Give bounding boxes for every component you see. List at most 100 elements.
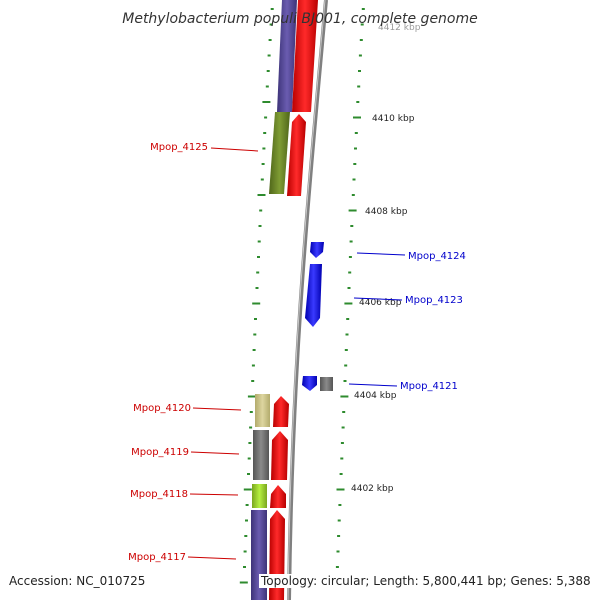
gene-mpop-4121[interactable] <box>320 377 333 391</box>
gene-feature-red-upper[interactable] <box>292 0 318 112</box>
label-leader-line <box>210 147 259 152</box>
gene-label-mpop-4121[interactable]: Mpop_4121 <box>400 381 458 392</box>
gene-feature-purple-upper[interactable] <box>277 0 297 112</box>
gc-mark <box>244 535 248 537</box>
gene-feature-red-4118[interactable] <box>270 485 286 508</box>
gc-mark <box>360 23 364 26</box>
label-leader-line <box>192 407 242 411</box>
gc-mark <box>247 457 251 460</box>
gc-content-track-left <box>239 8 274 584</box>
gc-mark <box>356 101 360 103</box>
gc-mark <box>245 519 248 522</box>
gc-mark <box>257 194 266 196</box>
gc-mark <box>338 504 342 506</box>
map-title: Methylobacterium populi BJ001, complete … <box>122 11 478 27</box>
label-leader-line <box>189 493 239 496</box>
gc-mark <box>344 364 348 367</box>
gc-mark <box>340 457 344 460</box>
gc-mark <box>358 70 361 72</box>
gc-mark <box>336 488 345 491</box>
gc-mark <box>337 535 341 537</box>
gc-mark <box>351 194 355 196</box>
gene-mpop-4125[interactable] <box>269 112 290 194</box>
gc-mark <box>263 132 267 134</box>
gc-mark <box>352 178 356 181</box>
gc-mark <box>357 85 361 88</box>
gc-mark <box>346 318 350 320</box>
gc-mark <box>354 147 357 150</box>
gc-mark <box>253 333 257 336</box>
gc-mark <box>339 473 343 475</box>
gc-mark <box>258 225 262 227</box>
gc-mark <box>247 395 256 398</box>
gene-feature-red-4119[interactable] <box>271 431 288 480</box>
gc-mark <box>270 8 274 10</box>
gene-label-mpop-4120[interactable]: Mpop_4120 <box>133 403 191 414</box>
kbp-tick-label: 4406 kbp <box>359 298 402 308</box>
gc-mark <box>361 8 365 10</box>
gc-mark <box>349 240 353 243</box>
gc-content-track-right <box>335 8 365 584</box>
gene-label-mpop-4119[interactable]: Mpop_4119 <box>131 447 189 458</box>
gene-mpop-4120[interactable] <box>255 394 270 427</box>
gc-mark <box>245 504 249 506</box>
gc-mark <box>345 333 349 336</box>
gc-mark <box>239 581 248 584</box>
gc-mark <box>255 287 259 289</box>
gc-mark <box>348 256 352 258</box>
gc-mark <box>266 70 270 72</box>
gc-mark <box>353 116 361 119</box>
gc-mark <box>264 116 268 119</box>
gene-mpop-4119[interactable] <box>253 430 269 480</box>
gene-mpop-4124[interactable] <box>310 242 324 258</box>
gc-mark <box>251 364 255 367</box>
gene-label-mpop-4117[interactable]: Mpop_4117 <box>128 552 186 563</box>
gc-mark <box>259 209 263 212</box>
gc-mark <box>344 302 353 305</box>
gc-mark <box>344 349 348 351</box>
gc-mark <box>262 101 271 103</box>
gene-label-mpop-4124[interactable]: Mpop_4124 <box>408 251 466 262</box>
genome-backbone <box>287 0 328 600</box>
gc-mark <box>249 411 253 413</box>
gc-mark <box>336 550 340 553</box>
label-leader-line <box>353 297 403 301</box>
gc-mark <box>249 426 253 429</box>
gc-mark <box>343 380 347 382</box>
gc-mark <box>247 473 250 475</box>
gene-feature-red-mid[interactable] <box>287 114 306 196</box>
kbp-tick-label: 4408 kbp <box>365 207 408 217</box>
gc-mark <box>348 271 352 274</box>
gc-mark <box>350 225 354 227</box>
gc-mark <box>341 426 345 429</box>
gene-label-mpop-4123[interactable]: Mpop_4123 <box>405 295 463 306</box>
gene-mpop-4121-blue[interactable] <box>302 376 317 391</box>
gc-mark <box>353 163 357 165</box>
gc-mark <box>340 442 344 444</box>
label-leader-line <box>348 383 398 387</box>
gc-mark <box>347 287 351 289</box>
gc-mark <box>251 380 255 382</box>
gc-mark <box>340 395 349 398</box>
gc-mark <box>256 271 260 274</box>
gc-mark <box>243 566 246 568</box>
gc-mark <box>257 240 261 243</box>
gc-mark <box>260 178 264 181</box>
gc-mark <box>257 256 260 258</box>
gc-mark <box>335 566 339 568</box>
gene-label-mpop-4118[interactable]: Mpop_4118 <box>130 489 188 500</box>
label-leader-line <box>187 556 237 560</box>
label-leader-line <box>356 252 406 256</box>
gene-feature-red-4120[interactable] <box>273 396 289 427</box>
gene-mpop-4123[interactable] <box>305 264 322 327</box>
label-leader-line <box>190 451 240 455</box>
topology-summary: Topology: circular; Length: 5,800,441 bp… <box>259 574 593 588</box>
gc-mark <box>265 85 269 88</box>
kbp-tick-label: 4402 kbp <box>351 484 394 494</box>
gene-mpop-4118[interactable] <box>252 484 267 508</box>
accession-text: Accession: NC_010725 <box>7 574 148 588</box>
gene-label-mpop-4125[interactable]: Mpop_4125 <box>150 142 208 153</box>
gc-mark <box>248 442 252 444</box>
gc-mark <box>243 550 247 553</box>
